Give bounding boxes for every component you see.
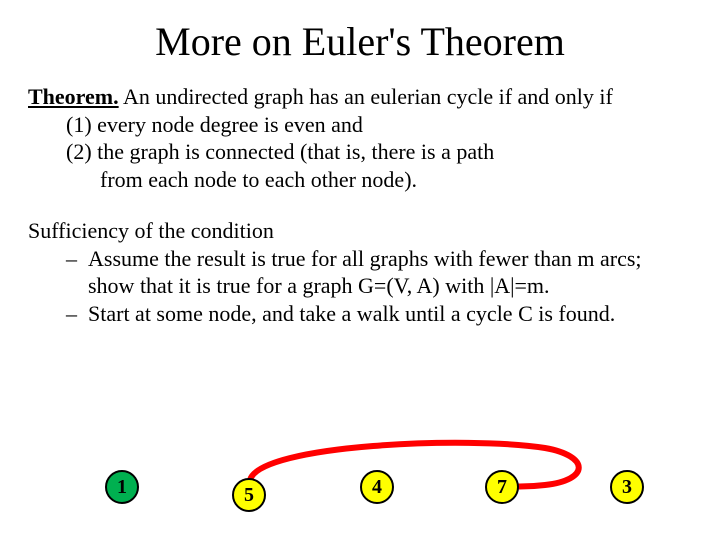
- theorem-cond1: (1) every node degree is even and: [66, 111, 692, 139]
- graph-node-1: 1: [105, 470, 139, 504]
- sufficiency-item1a: Assume the result is true for all graphs…: [88, 245, 692, 273]
- theorem-cond2b: from each node to each other node).: [100, 166, 692, 194]
- graph-node-4: 4: [360, 470, 394, 504]
- sufficiency-item1b: show that it is true for a graph G=(V, A…: [88, 272, 692, 300]
- theorem-line-intro: Theorem. An undirected graph has an eule…: [28, 83, 692, 111]
- graph-node-5: 5: [232, 478, 266, 512]
- sufficiency-item2-text: Start at some node, and take a walk unti…: [88, 300, 692, 328]
- slide-title: More on Euler's Theorem: [28, 18, 692, 65]
- graph-node-3: 3: [610, 470, 644, 504]
- theorem-label: Theorem.: [28, 84, 119, 109]
- bullet-dash: –: [66, 300, 88, 328]
- sufficiency-item1: – Assume the result is true for all grap…: [66, 245, 692, 300]
- sufficiency-heading: Sufficiency of the condition: [28, 217, 692, 245]
- graph-node-7: 7: [485, 470, 519, 504]
- graph-diagram: 1 5 4 7 3: [0, 430, 720, 540]
- theorem-block: Theorem. An undirected graph has an eule…: [28, 83, 692, 193]
- sufficiency-item2: – Start at some node, and take a walk un…: [66, 300, 692, 328]
- sufficiency-block: Sufficiency of the condition – Assume th…: [28, 217, 692, 327]
- bullet-dash: –: [66, 245, 88, 300]
- theorem-cond2: (2) the graph is connected (that is, the…: [66, 138, 692, 166]
